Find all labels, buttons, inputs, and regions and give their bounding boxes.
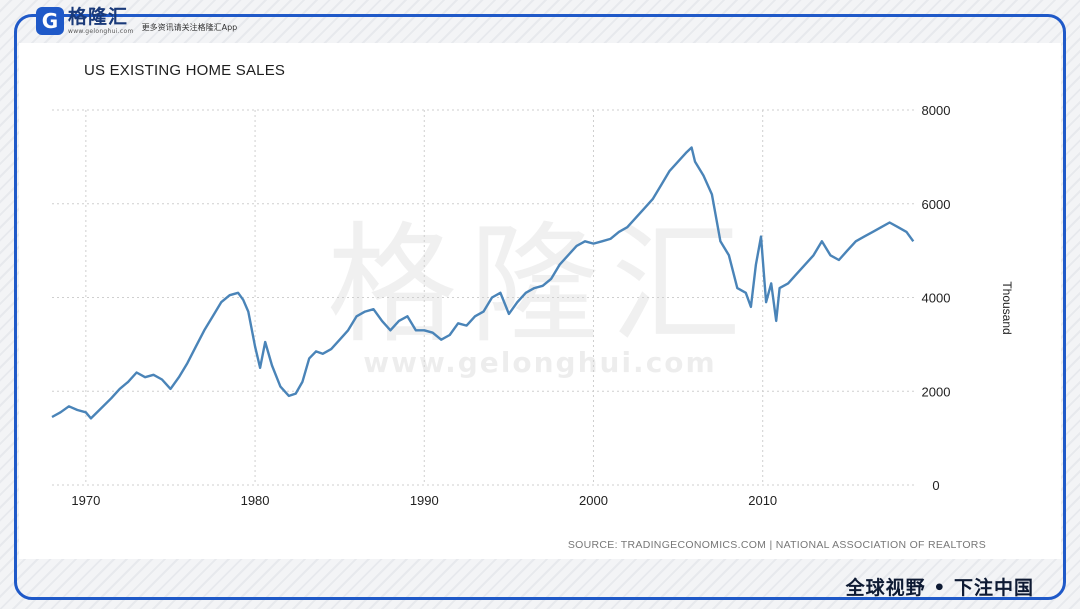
chart-source: SOURCE: TRADINGECONOMICS.COM | NATIONAL … bbox=[567, 539, 986, 551]
series-line bbox=[51, 146, 915, 420]
x-tick-label: 2010 bbox=[748, 493, 777, 508]
watermark: 格隆汇 www.gelonghui.com bbox=[327, 209, 753, 379]
y-tick-label: 0 bbox=[932, 478, 939, 493]
chart-title: US EXISTING HOME SALES bbox=[84, 62, 286, 79]
logo-url: www.gelonghui.com bbox=[68, 27, 134, 35]
watermark-url: www.gelonghui.com bbox=[363, 346, 716, 379]
y-tick-label: 2000 bbox=[922, 384, 951, 399]
y-tick-label: 6000 bbox=[922, 197, 951, 212]
y-tick-label: 4000 bbox=[922, 291, 951, 306]
logo-name: 格隆汇 bbox=[68, 5, 129, 28]
slide-frame bbox=[14, 14, 1066, 600]
logo-badge-icon: G bbox=[36, 7, 64, 35]
y-tick-labels: 0 2000 4000 6000 8000 bbox=[922, 103, 951, 493]
watermark-chinese: 格隆汇 bbox=[327, 209, 753, 361]
chart-panel bbox=[19, 43, 1061, 559]
y-axis-label: Thousand bbox=[1000, 281, 1014, 334]
logo-tagline: 更多资讯请关注格隆汇App bbox=[141, 23, 238, 32]
x-tick-label: 1970 bbox=[71, 493, 100, 508]
x-tick-label: 1990 bbox=[410, 493, 439, 508]
y-tick-label: 8000 bbox=[922, 103, 951, 118]
x-tick-label: 2000 bbox=[579, 493, 608, 508]
x-tick-labels: 1970 1980 1990 2000 2010 bbox=[71, 493, 777, 508]
slogan: 全球视野 • 下注中国 bbox=[845, 577, 1034, 599]
logo-text: 格隆汇 www.gelonghui.com bbox=[68, 5, 134, 35]
x-tick-label: 1980 bbox=[241, 493, 270, 508]
brand-logo: G 格隆汇 www.gelonghui.com 更多资讯请关注格隆汇App bbox=[36, 5, 237, 37]
grid bbox=[52, 109, 915, 486]
